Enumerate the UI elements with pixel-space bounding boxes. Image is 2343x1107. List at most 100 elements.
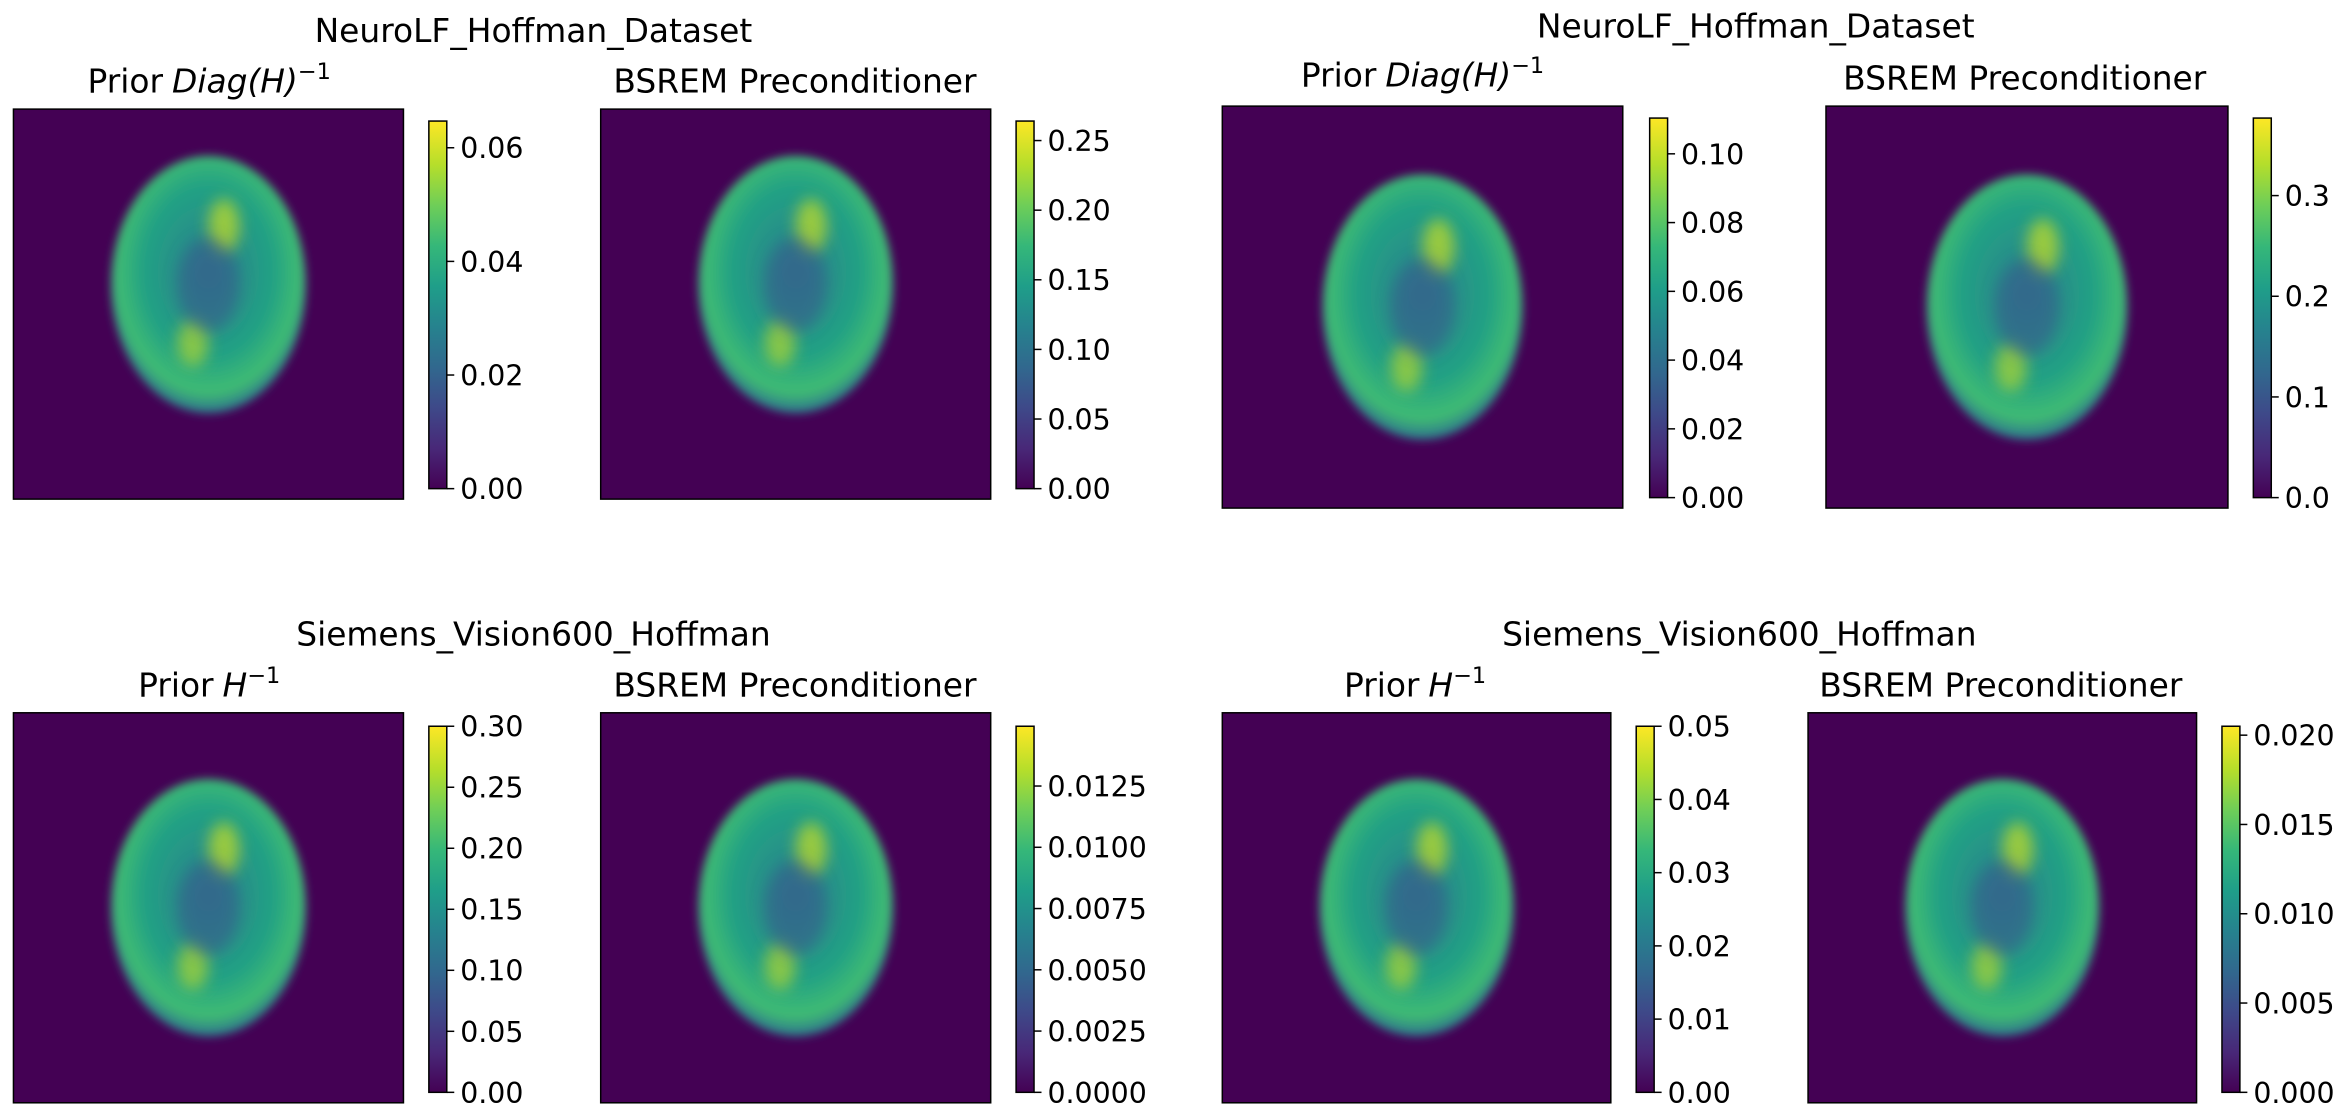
subfigure: NeuroLF_Hoffman_Dataset PriorDiag(H)−1 0.0… [1222,6,2330,515]
colorbar-tick-label: 0.010 [2253,898,2334,931]
title-text: BSREM Preconditioner [1819,665,2183,704]
colorbar-tick-label: 0.06 [460,132,523,165]
panel: PriorH−10.000.050.100.150.200.250.30 [13,663,523,1107]
colorbar-tick-label: 0.25 [460,772,523,805]
colorbar-tick-label: 0.015 [2253,809,2334,842]
image [1826,106,2228,508]
colorbar-tick-label: 0.05 [460,1016,523,1049]
brain-ventricle [764,238,826,332]
panel: BSREM Preconditioner 0.000 0.005 0.010 0.015… [1808,665,2335,1107]
title-text: BSREM Preconditioner [613,665,977,704]
page: {"chart_data": [ {"type": "image", "titl… [0,0,2343,1107]
colorbar-tick-label: 0.0100 [1047,832,1146,865]
title-text: Prior [88,62,164,101]
title-math: H [223,665,248,704]
colorbar [1016,121,1034,489]
subfigure-title: Siemens_Vision600_Hoffman [1502,615,1976,654]
colorbar-tick-label: 0.25 [1047,125,1110,158]
brain-ventricle [177,861,239,955]
colorbar-tick-label: 0.0075 [1047,893,1146,926]
title-math: Diag(H) [1385,56,1511,95]
colorbar-tick-label: 0.30 [460,711,523,744]
colorbar-tick-label: 0.04 [1668,784,1731,817]
colorbar-tick-label: 0.000 [2253,1077,2334,1107]
panel-title: BSREM Preconditioner [1819,665,2183,704]
panel: BSREM Preconditioner0.000.050.100.150.20… [601,62,1111,506]
brain-ventricle [177,238,239,332]
colorbar-tick-label: 0.15 [1047,264,1110,297]
panel-title: BSREM Preconditioner [613,665,977,704]
subfigure-title: NeuroLF_Hoffman_Dataset [1537,6,1975,45]
subfigure-title: NeuroLF_Hoffman_Dataset [315,11,753,50]
image [601,109,991,499]
colorbar [2222,726,2240,1092]
colorbar-tick-label: 0.0000 [1047,1077,1146,1107]
colorbar [1636,726,1654,1092]
image [13,109,403,499]
title-text: BSREM Preconditioner [613,62,977,101]
title-text: Prior [1301,56,1377,95]
colorbar-tick-label: 0.0 [2285,482,2330,515]
image [1222,713,1611,1103]
title-superscript: −1 [247,663,280,689]
colorbar-tick-label: 0.10 [1681,138,1744,171]
colorbar-tick-label: 0.0025 [1047,1016,1146,1049]
title-text: Prior [138,665,214,704]
subfigure-title: Siemens_Vision600_Hoffman [296,615,770,654]
image [13,713,403,1103]
title-text: BSREM Preconditioner [1843,59,2207,98]
title-superscript: −1 [1511,53,1544,79]
colorbar [1650,118,1668,498]
image [601,713,991,1103]
colorbar-tick-label: 0.020 [2253,720,2334,753]
brain-ventricle [764,861,826,955]
brain-ventricle [1385,861,1447,955]
subfigure: Siemens_Vision600_Hoffman PriorH−1 0.00 0.0… [1222,615,2334,1107]
colorbar-tick-label: 0.3 [2285,180,2330,213]
colorbar-tick-label: 0.02 [1668,930,1731,963]
colorbar-tick-label: 0.00 [1681,482,1744,515]
colorbar-tick-label: 0.01 [1668,1004,1731,1037]
colorbar-tick-label: 0.005 [2253,987,2334,1020]
colorbar-tick-label: 0.02 [460,359,523,392]
panel-title: BSREM Preconditioner [1843,59,2207,98]
colorbar-tick-label: 0.10 [460,955,523,988]
colorbar-tick-label: 0.04 [460,246,523,279]
colorbar-tick-label: 0.00 [1668,1077,1731,1107]
colorbar-tick-label: 0.1 [2285,381,2330,414]
colorbar-tick-label: 0.00 [1047,473,1110,506]
brain-ventricle [1971,861,2033,955]
title-superscript: −1 [298,59,331,85]
colorbar-tick-label: 0.20 [460,833,523,866]
figure: NeuroLF_Hoffman_DatasetPriorDiag(H)−10.0… [0,0,2343,1107]
colorbar-tick-label: 0.00 [460,1077,523,1107]
colorbar-tick-label: 0.08 [1681,207,1744,240]
colorbar-tick-label: 0.0050 [1047,954,1146,987]
colorbar-tick-label: 0.02 [1681,413,1744,446]
panel-title: BSREM Preconditioner [613,62,977,101]
panel: BSREM Preconditioner 0.0 0.1 0.2 0.3 [1826,59,2330,515]
colorbar-tick-label: 0.00 [460,473,523,506]
colorbar-tick-label: 0.06 [1681,276,1744,309]
brain-ventricle [1995,259,2059,355]
image [1808,713,2197,1103]
colorbar-tick-label: 0.0125 [1047,770,1146,803]
colorbar-tick-label: 0.05 [1668,711,1731,744]
colorbar [429,121,447,489]
colorbar-tick-label: 0.05 [1047,403,1110,436]
title-math: Diag(H) [172,62,298,101]
colorbar [1016,726,1034,1092]
colorbar-tick-label: 0.2 [2285,281,2330,314]
colorbar-tick-label: 0.10 [1047,334,1110,367]
colorbar-tick-label: 0.04 [1681,345,1744,378]
panel: BSREM Preconditioner 0.0000 0.0025 0.0050 0.… [601,665,1147,1107]
image [1222,106,1622,508]
